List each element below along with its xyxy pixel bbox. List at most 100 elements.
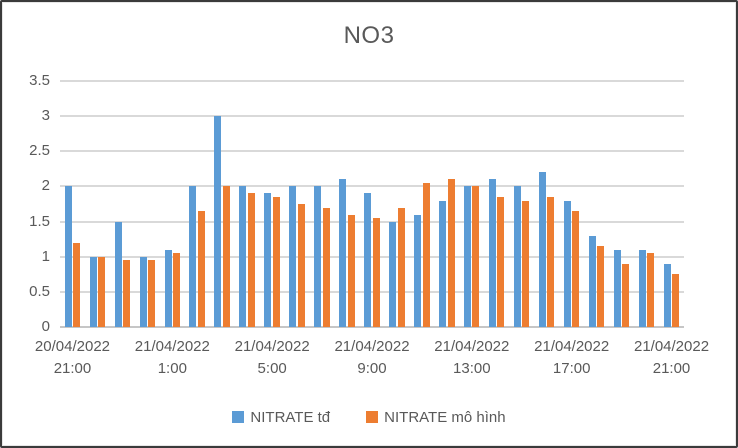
x-tick-date: 21/04/2022 [334,338,410,355]
y-axis-tick-label: 2 [41,177,50,195]
bar-nitrate-mo-hinh [247,193,255,327]
bar-group [285,81,310,327]
bar-nitrate-mo-hinh [148,260,156,327]
bar-nitrate-td [64,186,72,327]
bar-nitrate-mo-hinh [547,196,555,327]
y-axis-tick-label: 2.5 [29,142,50,160]
bar-nitrate-mo-hinh [647,253,655,327]
bar-nitrate-mo-hinh [522,200,530,327]
bar-nitrate-mo-hinh [123,260,131,327]
bar-group [160,81,185,327]
bar-group [634,81,659,327]
y-axis-tick-label: 3 [41,107,50,125]
x-tick-date: 21/04/2022 [633,338,710,355]
bar-nitrate-td [114,221,122,327]
chart-title: NO3 [343,22,395,49]
bar-nitrate-mo-hinh [472,186,480,327]
x-axis-tick-label: 21/04/2022 17:00 [534,336,609,380]
bar-nitrate-td [513,186,521,327]
bar-nitrate-mo-hinh [597,246,605,327]
bar-nitrate-mo-hinh [173,253,181,327]
bar-nitrate-mo-hinh [422,182,430,327]
bar-group [334,81,359,327]
x-tick-time: 17:00 [552,360,591,377]
bar-nitrate-mo-hinh [73,242,81,327]
x-axis-tick-label: 21/04/2022 1:00 [135,336,210,380]
legend-swatch-icon [232,411,245,423]
bar-nitrate-mo-hinh [622,263,630,327]
bar-group [260,81,285,327]
bar-group [110,81,135,327]
y-axis-tick-label: 3.5 [29,72,50,89]
y-axis-tick-label: 1 [41,247,50,265]
legend-item-nitrate-mo-hinh: NITRATE mô hình [366,409,506,426]
bar-group [235,81,260,327]
bar-group [185,81,210,327]
bar-nitrate-td [588,235,596,327]
bar-nitrate-mo-hinh [98,256,106,327]
x-tick-date: 21/04/2022 [234,338,310,355]
legend-swatch-icon [366,411,379,423]
bar-group [659,81,684,327]
gridline [60,220,684,223]
bar-group [384,81,409,327]
bar-nitrate-td [264,193,272,327]
bar-nitrate-td [314,186,322,327]
x-tick-time: 5:00 [257,360,287,377]
bar-nitrate-mo-hinh [197,211,205,327]
bar-nitrate-mo-hinh [372,218,380,327]
x-axis-tick-label: 21/04/2022 13:00 [434,336,509,380]
legend-label: NITRATE tđ [250,408,331,426]
y-axis-tick-label: 0.5 [29,282,50,300]
x-tick-date: 20/04/2022 [34,338,111,355]
bar-nitrate-mo-hinh [272,196,280,327]
bar-nitrate-mo-hinh [447,179,455,327]
plot-area [60,80,684,328]
y-axis-tick-label: 1.5 [29,212,50,230]
x-tick-date: 21/04/2022 [434,338,510,355]
bar-group [60,81,85,327]
x-tick-date: 21/04/2022 [134,338,210,355]
bar-group [609,81,634,327]
x-tick-time: 21:00 [53,360,92,377]
x-axis-tick-label: 21/04/2022 5:00 [235,336,310,380]
bar-nitrate-td [414,214,422,327]
bar-group [534,81,559,327]
gridline [60,255,684,258]
bar-groups [60,81,684,327]
bar-nitrate-td [164,249,172,327]
bar-nitrate-td [339,179,347,327]
bar-group [559,81,584,327]
bar-nitrate-td [563,200,571,327]
bar-nitrate-mo-hinh [672,274,680,327]
bar-nitrate-td [663,263,671,327]
bar-group [359,81,384,327]
x-tick-date: 21/04/2022 [534,338,610,355]
bar-nitrate-td [439,200,447,327]
x-axis-line [60,326,684,328]
gridline [60,115,684,118]
x-axis-tick-label: 21/04/2022 21:00 [634,336,709,380]
bar-group [135,81,160,327]
x-axis: 20/04/2022 21:00 21/04/2022 1:00 21/04/2022 5… [35,336,709,382]
bar-nitrate-td [488,179,496,327]
bar-nitrate-td [214,116,222,327]
bar-nitrate-td [139,256,147,327]
bar-nitrate-td [613,249,621,327]
bar-nitrate-td [538,172,546,327]
bar-nitrate-mo-hinh [347,214,355,327]
y-axis-tick-label: 0 [41,318,50,335]
bar-nitrate-mo-hinh [297,204,305,327]
legend-item-nitrate-td: NITRATE tđ [232,409,330,426]
gridline [60,80,684,82]
bar-nitrate-td [189,186,197,327]
bar-nitrate-mo-hinh [322,207,330,327]
bar-nitrate-td [638,249,646,327]
x-axis-tick-label: 21/04/2022 9:00 [334,336,409,380]
gridline [60,290,684,293]
bar-group [310,81,335,327]
bar-nitrate-mo-hinh [397,207,405,327]
bar-group [434,81,459,327]
bar-nitrate-mo-hinh [497,196,505,327]
